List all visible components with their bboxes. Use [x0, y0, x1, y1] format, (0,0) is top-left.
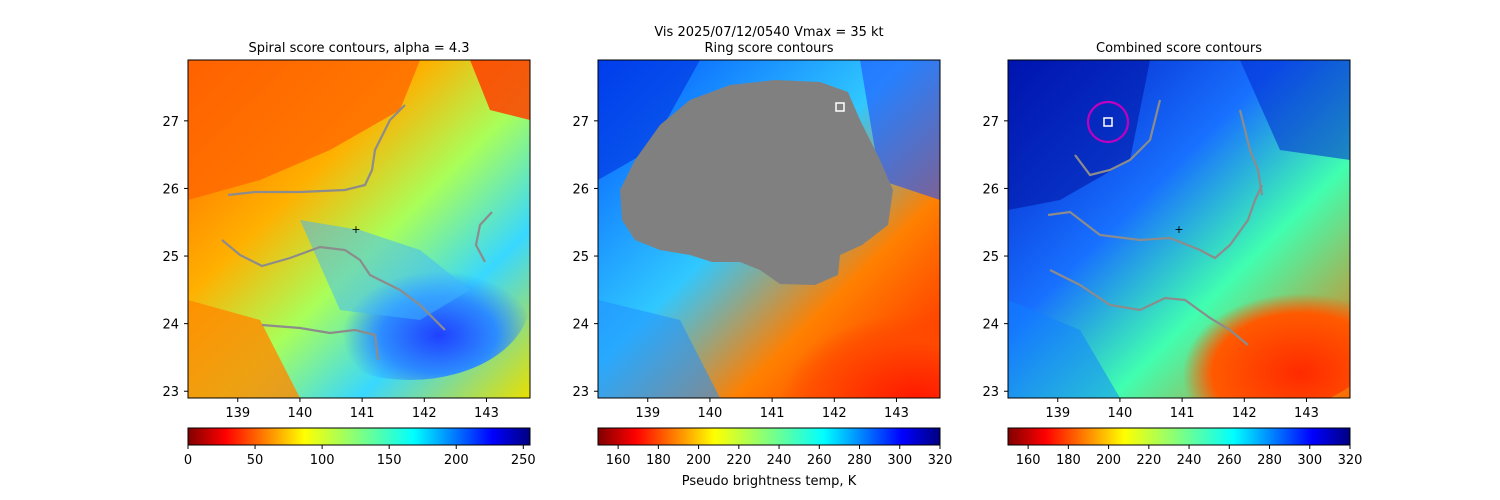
combined-axes: 139 140 141 142 143 23 24 25 26 27	[982, 115, 1318, 421]
combined-coastlines	[1047, 99, 1264, 346]
x-tick-label: 142	[1232, 406, 1257, 421]
x-tick-label: 141	[760, 406, 785, 421]
x-tick-label: 142	[822, 406, 847, 421]
ring-colorbar	[597, 427, 941, 446]
x-tick-label: 140	[698, 406, 723, 421]
x-tick-label: 140	[1108, 406, 1133, 421]
spiral-coastlines	[221, 104, 493, 361]
combined-axes-frame	[1007, 59, 1351, 399]
panel-spiral: Spiral score contours, alpha = 4.3 + 139…	[162, 41, 535, 468]
colorbar-tick-label: 180	[646, 453, 671, 468]
panel-ring-title: Ring score contours	[704, 41, 833, 56]
y-tick-label: 26	[572, 182, 589, 197]
x-tick-label: 141	[350, 406, 375, 421]
colorbar-tick-label: 180	[1056, 453, 1081, 468]
x-tick-label: 141	[1170, 406, 1195, 421]
y-tick-label: 24	[572, 318, 589, 333]
y-tick-label: 23	[982, 385, 999, 400]
x-tick-label: 140	[288, 406, 313, 421]
colorbar-tick-label: 220	[1136, 453, 1161, 468]
ring-heatmap	[598, 60, 940, 398]
colorbar-tick-label: 150	[377, 453, 402, 468]
colorbar-tick-label: 200	[444, 453, 469, 468]
combined-heatmap: +	[1008, 60, 1350, 398]
panel-combined: Combined score contours + 139 140 141 142 14…	[982, 41, 1363, 468]
colorbar-tick-label: 260	[807, 453, 832, 468]
x-tick-label: 139	[1045, 406, 1070, 421]
spiral-heatmap: +	[188, 60, 530, 398]
y-tick-label: 23	[162, 385, 179, 400]
x-tick-label: 143	[1294, 406, 1319, 421]
combined-colorbar-ticks: 160 180 200 220 240 260 280 300 320	[1016, 445, 1363, 468]
colorbar-tick-label: 100	[310, 453, 335, 468]
combined-colorbar	[1007, 427, 1351, 446]
spiral-axes: 139 140 141 142 143 23 24 25 26 27	[162, 115, 498, 421]
colorbar-tick-label: 240	[767, 453, 792, 468]
x-tick-label: 139	[635, 406, 660, 421]
y-tick-label: 27	[162, 115, 179, 130]
spiral-colorbar	[187, 427, 531, 446]
colorbar-tick-label: 320	[1338, 453, 1363, 468]
colorbar-tick-label: 250	[511, 453, 536, 468]
colorbar-tick-label: 50	[247, 453, 264, 468]
colorbar-tick-label: 220	[726, 453, 751, 468]
spiral-axes-frame	[187, 59, 531, 399]
y-tick-label: 26	[982, 182, 999, 197]
combined-center-marker: +	[1174, 223, 1183, 236]
spiral-center-marker: +	[351, 223, 360, 236]
combined-circle-marker	[1086, 100, 1130, 144]
colorbar-tick-label: 0	[184, 453, 192, 468]
y-tick-label: 24	[162, 318, 179, 333]
colorbar-tick-label: 300	[887, 453, 912, 468]
x-tick-label: 143	[884, 406, 909, 421]
y-tick-label: 25	[982, 250, 999, 265]
panel-spiral-title: Spiral score contours, alpha = 4.3	[248, 41, 469, 56]
x-tick-label: 139	[225, 406, 250, 421]
colorbar-tick-label: 200	[1096, 453, 1121, 468]
panel-ring: Ring score contours 139 140 141 142 143 23 24 2…	[572, 41, 953, 489]
colorbar-tick-label: 160	[606, 453, 631, 468]
y-tick-label: 24	[982, 318, 999, 333]
colorbar-label: Pseudo brightness temp, K	[682, 474, 857, 489]
combined-square-marker	[1103, 117, 1113, 127]
colorbar-tick-label: 260	[1217, 453, 1242, 468]
x-tick-label: 143	[474, 406, 499, 421]
y-tick-label: 25	[162, 250, 179, 265]
ring-colorbar-ticks: 160 180 200 220 240 260 280 300 320	[606, 445, 953, 468]
colorbar-tick-label: 240	[1177, 453, 1202, 468]
colorbar-tick-label: 300	[1297, 453, 1322, 468]
colorbar-tick-label: 160	[1016, 453, 1041, 468]
y-tick-label: 23	[572, 385, 589, 400]
colorbar-tick-label: 320	[928, 453, 953, 468]
y-tick-label: 27	[982, 115, 999, 130]
ring-square-marker	[835, 102, 845, 112]
y-tick-label: 25	[572, 250, 589, 265]
y-tick-label: 26	[162, 182, 179, 197]
ring-axes: 139 140 141 142 143 23 24 25 26 27	[572, 115, 908, 421]
colorbar-tick-label: 280	[1257, 453, 1282, 468]
ring-masked-region	[620, 80, 893, 285]
ring-axes-frame	[597, 59, 941, 399]
x-tick-label: 142	[412, 406, 437, 421]
panel-combined-title: Combined score contours	[1096, 41, 1262, 56]
y-tick-label: 27	[572, 115, 589, 130]
spiral-colorbar-ticks: 0 50 100 150 200 250	[184, 445, 536, 468]
figure-title: Vis 2025/07/12/0540 Vmax = 35 kt	[654, 25, 883, 40]
colorbar-tick-label: 280	[847, 453, 872, 468]
colorbar-tick-label: 200	[686, 453, 711, 468]
